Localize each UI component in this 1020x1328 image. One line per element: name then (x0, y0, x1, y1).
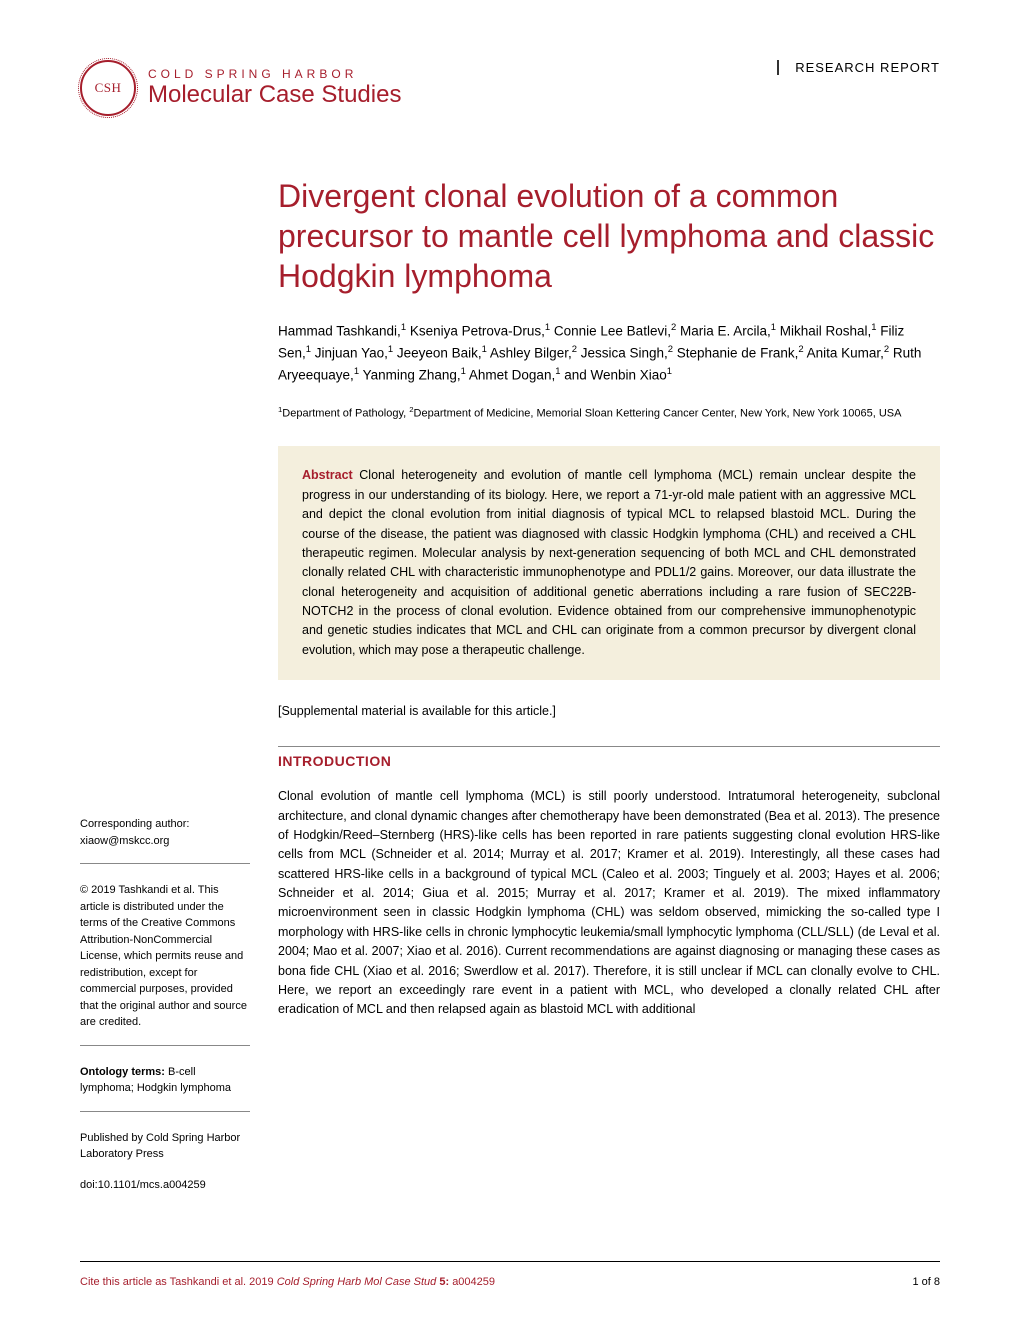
published-by: Published by Cold Spring Harbor Laborato… (80, 1130, 250, 1163)
author-list: Hammad Tashkandi,1 Kseniya Petrova-Drus,… (278, 320, 940, 386)
report-type: RESEARCH REPORT (777, 60, 940, 75)
main-content: Corresponding author: xiaow@mskcc.org © … (80, 176, 940, 1225)
doi: doi:10.1101/mcs.a004259 (80, 1177, 250, 1194)
article-title: Divergent clonal evolution of a common p… (278, 176, 940, 296)
journal-info: COLD SPRING HARBOR Molecular Case Studie… (148, 67, 401, 109)
logo-text: CSH (95, 80, 122, 96)
publisher-name: COLD SPRING HARBOR (148, 67, 401, 81)
journal-branding: CSH COLD SPRING HARBOR Molecular Case St… (80, 60, 401, 116)
corresponding-email: xiaow@mskcc.org (80, 833, 250, 850)
supplemental-note: [Supplemental material is available for … (278, 704, 940, 718)
ontology-block: Ontology terms: B-cell lymphoma; Hodgkin… (80, 1064, 250, 1112)
page-footer: Cite this article as Tashkandi et al. 20… (80, 1261, 940, 1288)
abstract-text: Clonal heterogeneity and evolution of ma… (302, 468, 916, 656)
abstract-box: Abstract Clonal heterogeneity and evolut… (278, 446, 940, 680)
cite-journal: Cold Spring Harb Mol Case Stud (277, 1276, 440, 1288)
csh-logo-icon: CSH (80, 60, 136, 116)
cite-authors: Tashkandi et al. 2019 (170, 1276, 277, 1288)
sidebar: Corresponding author: xiaow@mskcc.org © … (80, 176, 250, 1225)
journal-name: Molecular Case Studies (148, 81, 401, 109)
cite-volume: 5: (439, 1276, 452, 1288)
corresponding-label: Corresponding author: (80, 816, 250, 833)
cite-prefix: Cite this article as (80, 1276, 170, 1288)
published-by-block: Published by Cold Spring Harbor Laborato… (80, 1130, 250, 1208)
page-number: 1 of 8 (912, 1276, 940, 1288)
introduction-text: Clonal evolution of mantle cell lymphoma… (278, 787, 940, 1020)
ontology-label: Ontology terms: (80, 1066, 165, 1078)
citation: Cite this article as Tashkandi et al. 20… (80, 1276, 495, 1288)
affiliations: 1Department of Pathology, 2Department of… (278, 404, 940, 422)
section-heading-introduction: INTRODUCTION (278, 746, 940, 769)
page-header: CSH COLD SPRING HARBOR Molecular Case St… (80, 60, 940, 116)
cite-id: a004259 (452, 1276, 495, 1288)
abstract-label: Abstract (302, 468, 353, 482)
corresponding-author-block: Corresponding author: xiaow@mskcc.org (80, 816, 250, 864)
copyright-block: © 2019 Tashkandi et al. This article is … (80, 882, 250, 1046)
article-column: Divergent clonal evolution of a common p… (278, 176, 940, 1225)
